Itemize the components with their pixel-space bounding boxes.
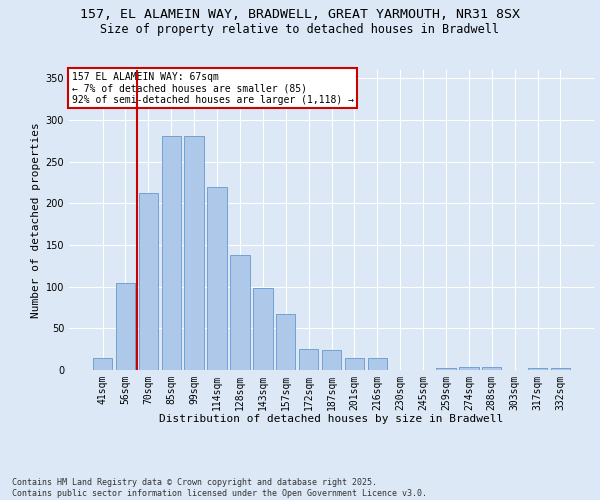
Text: Contains HM Land Registry data © Crown copyright and database right 2025.
Contai: Contains HM Land Registry data © Crown c…	[12, 478, 427, 498]
Bar	[482, 366, 502, 370]
Bar	[368, 358, 387, 370]
Bar	[184, 136, 204, 370]
Text: 157, EL ALAMEIN WAY, BRADWELL, GREAT YARMOUTH, NR31 8SX: 157, EL ALAMEIN WAY, BRADWELL, GREAT YAR…	[80, 8, 520, 20]
Y-axis label: Number of detached properties: Number of detached properties	[31, 122, 41, 318]
Text: 157 EL ALAMEIN WAY: 67sqm
← 7% of detached houses are smaller (85)
92% of semi-d: 157 EL ALAMEIN WAY: 67sqm ← 7% of detach…	[71, 72, 353, 104]
Bar	[322, 350, 341, 370]
X-axis label: Distribution of detached houses by size in Bradwell: Distribution of detached houses by size …	[160, 414, 503, 424]
Bar	[436, 368, 455, 370]
Bar	[93, 358, 112, 370]
Bar	[208, 186, 227, 370]
Bar	[528, 368, 547, 370]
Bar	[276, 314, 295, 370]
Bar	[139, 192, 158, 370]
Bar	[459, 366, 479, 370]
Text: Size of property relative to detached houses in Bradwell: Size of property relative to detached ho…	[101, 22, 499, 36]
Bar	[299, 349, 319, 370]
Bar	[551, 368, 570, 370]
Bar	[253, 288, 272, 370]
Bar	[344, 358, 364, 370]
Bar	[161, 136, 181, 370]
Bar	[116, 282, 135, 370]
Bar	[230, 255, 250, 370]
